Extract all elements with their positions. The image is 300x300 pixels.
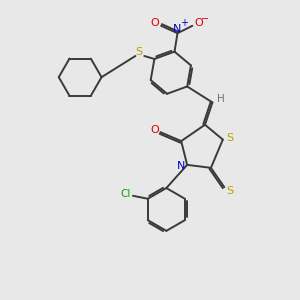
Text: S: S	[227, 133, 234, 143]
Text: N: N	[173, 24, 182, 34]
Text: S: S	[227, 186, 234, 196]
Text: H: H	[218, 94, 225, 104]
Text: S: S	[135, 47, 142, 57]
Text: +: +	[180, 18, 188, 28]
Text: N: N	[176, 161, 185, 171]
Text: O: O	[194, 18, 203, 28]
Text: Cl: Cl	[120, 189, 131, 199]
Text: O: O	[151, 18, 160, 28]
Text: O: O	[151, 125, 159, 135]
Text: −: −	[201, 14, 209, 24]
